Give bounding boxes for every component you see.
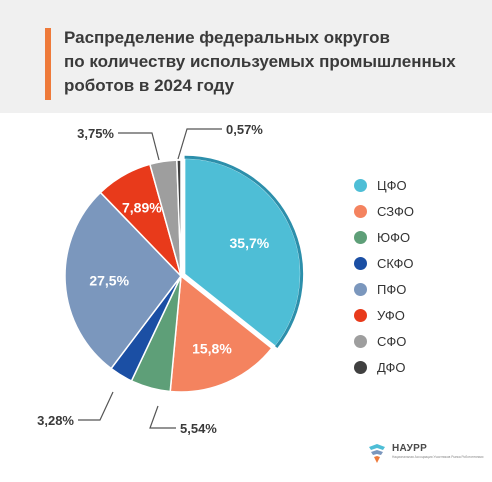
data-label-юфо: 5,54% <box>180 421 217 436</box>
legend-item-сзфо: СЗФО <box>354 203 414 219</box>
legend-swatch-скфо <box>354 256 367 270</box>
legend-label-сфо: СФО <box>377 333 407 349</box>
legend-label-скфо: СКФО <box>377 255 414 271</box>
leader-line-юфо <box>149 405 176 429</box>
chart-title-line-3: роботов в 2024 году <box>64 76 235 95</box>
legend-swatch-сфо <box>354 334 367 348</box>
legend-swatch-дфо <box>354 360 367 374</box>
data-label-уфо: 7,89% <box>122 200 162 216</box>
legend-swatch-цфо <box>354 178 367 192</box>
legend-swatch-уфо <box>354 308 367 322</box>
legend-item-скфо: СКФО <box>354 255 414 271</box>
data-label-сзфо: 15,8% <box>192 341 232 357</box>
legend-label-уфо: УФО <box>377 307 405 323</box>
leader-line-скфо <box>78 391 114 421</box>
title-band <box>0 0 492 113</box>
pie-slice-дфо <box>176 159 182 277</box>
chart-title-line-2: по количеству используемых промышленных <box>64 52 456 71</box>
legend-item-пфо: ПФО <box>354 281 414 297</box>
legend-item-цфо: ЦФО <box>354 177 414 193</box>
legend-swatch-сзфо <box>354 204 367 218</box>
naurr-logo-icon <box>369 444 385 463</box>
legend-label-пфо: ПФО <box>377 281 407 297</box>
legend-swatch-юфо <box>354 230 367 244</box>
chart-title: Распределение федеральных округов по кол… <box>64 26 464 98</box>
leader-lines <box>78 128 222 429</box>
logo-name: НАУРР <box>392 443 428 454</box>
legend-label-юфо: ЮФО <box>377 229 411 245</box>
data-label-сфо: 3,75% <box>77 126 114 141</box>
chart-title-line-1: Распределение федеральных округов <box>64 28 390 47</box>
legend-item-сфо: СФО <box>354 333 414 349</box>
data-labels: 35,7% 15,8% 5,54% 3,28% 27,5% 7,89% 3,75% 0,57% <box>37 122 270 436</box>
legend-label-дфо: ДФО <box>377 359 406 375</box>
legend-label-сзфо: СЗФО <box>377 203 414 219</box>
data-label-цфо: 35,7% <box>230 235 270 251</box>
leader-line-дфо <box>177 128 222 160</box>
legend-item-юфо: ЮФО <box>354 229 414 245</box>
naurr-logo: НАУРР Национальная Ассоциация Участников… <box>366 440 486 468</box>
legend: ЦФО СЗФО ЮФО СКФО ПФО УФО СФО ДФО <box>354 177 414 385</box>
logo-subtitle: Национальная Ассоциация Участников Рынка… <box>392 455 484 459</box>
legend-swatch-пфо <box>354 282 367 296</box>
legend-item-уфо: УФО <box>354 307 414 323</box>
legend-label-цфо: ЦФО <box>377 177 407 193</box>
data-label-скфо: 3,28% <box>37 413 74 428</box>
pie-slice-rim-цфо <box>184 155 304 348</box>
pie-slice-пфо <box>64 191 182 370</box>
pie-slice-сзфо <box>169 274 273 393</box>
pie-slices <box>64 155 304 393</box>
leader-line-сфо <box>118 132 160 161</box>
data-label-пфо: 27,5% <box>89 272 129 288</box>
legend-item-дфо: ДФО <box>354 359 414 375</box>
data-label-дфо: 0,57% <box>226 122 263 137</box>
title-accent-bar <box>45 28 51 100</box>
